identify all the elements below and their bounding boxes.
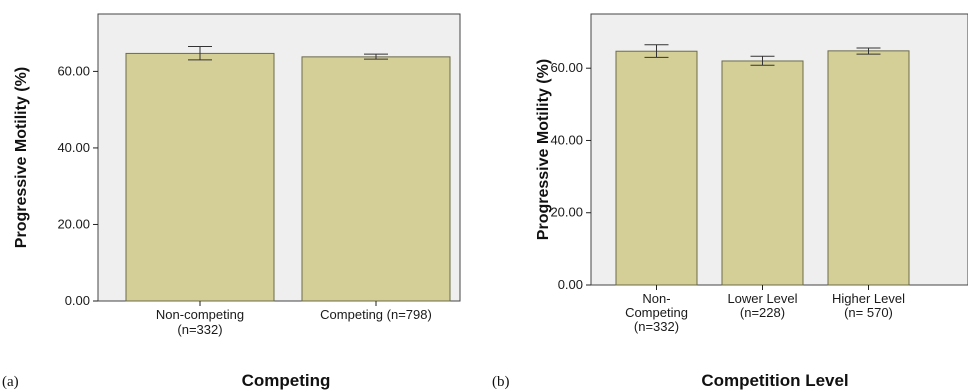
y-tick-label: 20.00	[57, 216, 90, 231]
bar	[301, 56, 451, 302]
y-axis-title: Progressive Motility (%)	[13, 67, 30, 248]
x-tick-label: Lower Level (n=228)	[727, 291, 797, 320]
panel-label: (b)	[492, 374, 510, 390]
bar	[615, 50, 698, 286]
x-tick-label: Non-competing (n=332)	[156, 307, 244, 337]
bar	[721, 60, 804, 286]
panel-label: (a)	[2, 374, 19, 390]
y-tick-label: 0.00	[65, 293, 90, 308]
x-axis-title: Competing	[242, 371, 331, 390]
y-tick-label: 40.00	[57, 140, 90, 155]
y-tick-label: 60.00	[550, 60, 583, 75]
x-axis-title: Competition Level	[701, 371, 848, 390]
bar	[125, 52, 275, 302]
x-tick-label: Competing (n=798)	[320, 307, 432, 322]
y-tick-label: 40.00	[550, 132, 583, 147]
x-tick-label: Non-Competing (n=332)	[625, 291, 688, 334]
y-axis-title: Progressive Motility (%)	[535, 59, 552, 240]
x-tick-label: Higher Level (n= 570)	[832, 291, 905, 320]
y-tick-label: 0.00	[558, 277, 583, 292]
y-tick-label: 60.00	[57, 63, 90, 78]
bar	[827, 50, 910, 286]
y-tick-label: 20.00	[550, 205, 583, 220]
